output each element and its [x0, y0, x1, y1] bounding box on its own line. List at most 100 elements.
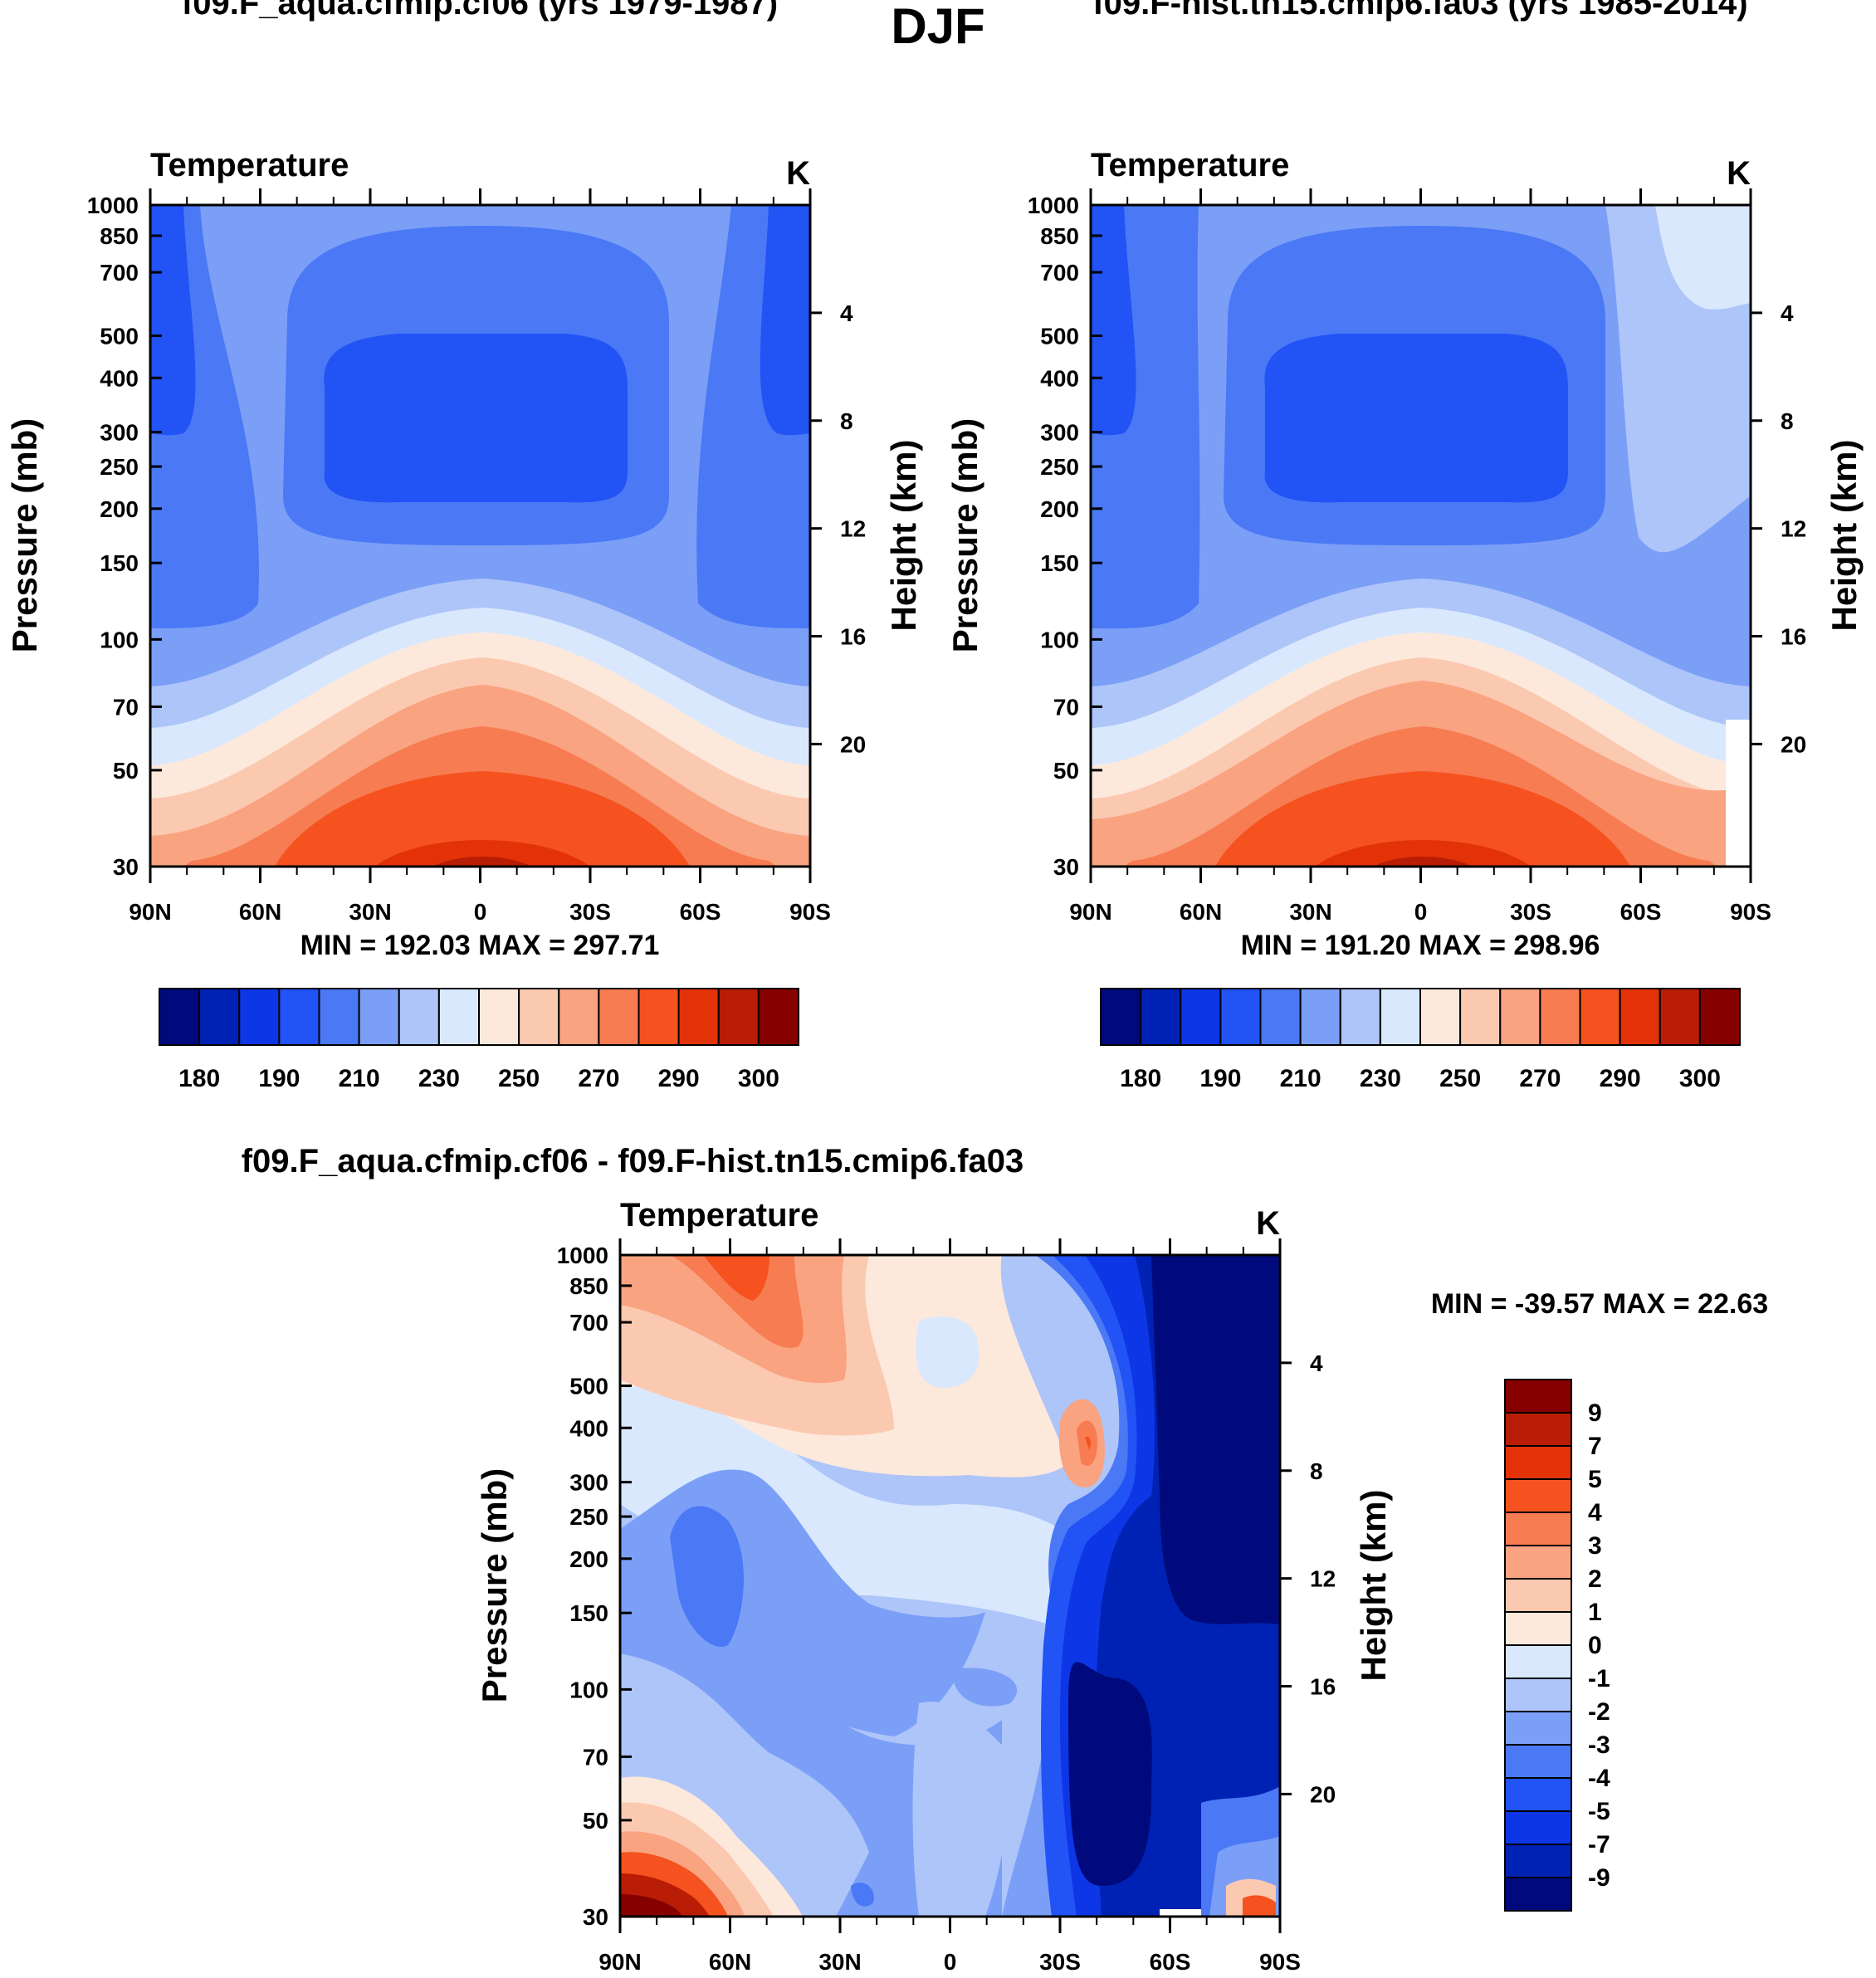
colorbar-swatch — [1504, 1611, 1572, 1646]
minmax-label: MIN = 192.03 MAX = 297.71 — [300, 930, 660, 961]
lat-tick-label: 90S — [1730, 899, 1771, 925]
lat-tick-label: 30S — [1039, 1949, 1081, 1975]
colorbar-label: -1 — [1588, 1665, 1610, 1692]
colorbar-label: -4 — [1588, 1765, 1610, 1792]
colorbar-top-right: 180 190 210 230 250 270 290 300 — [1100, 988, 1741, 1092]
lat-tick-label: 30S — [1510, 899, 1551, 925]
colorbar-swatch — [1299, 988, 1341, 1046]
pressure-tick-label: 400 — [100, 365, 139, 391]
contour-field — [620, 1255, 1280, 1917]
pressure-tick-label: 50 — [583, 1808, 608, 1834]
pressure-tick-label: 300 — [1040, 420, 1079, 446]
colorbar-swatch — [1140, 988, 1182, 1046]
colorbar-label: 3 — [1588, 1532, 1602, 1560]
colorbar-swatch — [358, 988, 400, 1046]
panel-bottom: Temperature K f09.F_aqua.cfmip.cf06 - f0… — [242, 1143, 1768, 1975]
height-tick-label: 4 — [1781, 300, 1794, 326]
pressure-tick-label: 700 — [569, 1310, 608, 1336]
colorbar-swatch — [1579, 988, 1621, 1046]
colorbar-label: 210 — [1280, 1065, 1322, 1092]
colorbar-bottom: 9 7 5 4 3 2 1 0 -1 -2 -3 -4 -5 -7 -9 — [1504, 1379, 1610, 1912]
lat-tick-label: 0 — [1414, 899, 1428, 925]
minmax-label: MIN = 191.20 MAX = 298.96 — [1241, 930, 1600, 961]
colorbar-label: -7 — [1588, 1831, 1610, 1858]
colorbar-swatch — [1659, 988, 1701, 1046]
colorbar-swatch — [1504, 1478, 1572, 1513]
height-tick-label: 8 — [840, 408, 853, 434]
pressure-tick-label: 100 — [569, 1677, 608, 1702]
lat-tick-label: 60N — [1180, 899, 1222, 925]
lat-tick-label: 30S — [569, 899, 611, 925]
minmax-label: MIN = -39.57 MAX = 22.63 — [1431, 1288, 1768, 1320]
pressure-tick-label: 70 — [583, 1744, 608, 1770]
units-label: K — [786, 155, 810, 192]
pressure-tick-label: 30 — [1053, 854, 1079, 880]
height-tick-label: 16 — [840, 624, 866, 650]
lat-tick-label: 90N — [1069, 899, 1111, 925]
pressure-tick-label: 400 — [569, 1415, 608, 1441]
pressure-tick-label: 200 — [1040, 496, 1079, 522]
colorbar-swatch — [1419, 988, 1462, 1046]
pressure-tick-label: 500 — [1040, 324, 1079, 349]
colorbar-swatch — [1504, 1711, 1572, 1746]
height-tick-label: 20 — [840, 731, 866, 757]
panel-title: f09.F_aqua.cfmip.cf06 (yrs 1979-1987) — [182, 0, 778, 22]
colorbar-swatch — [1504, 1578, 1572, 1613]
colorbar-swatch — [1259, 988, 1302, 1046]
colorbar-swatch — [159, 988, 201, 1046]
lat-tick-label: 60S — [1150, 1949, 1191, 1975]
colorbar-swatch — [278, 988, 320, 1046]
colorbar-swatch — [757, 988, 799, 1046]
contour-field — [1091, 205, 1751, 867]
y-axis-label: Pressure (mb) — [945, 418, 984, 652]
colorbar-swatch — [677, 988, 720, 1046]
colorbar-top-left: 180 190 210 230 250 270 290 300 — [159, 988, 799, 1092]
pressure-tick-label: 70 — [113, 694, 139, 720]
colorbar-label: 180 — [178, 1065, 220, 1092]
pressure-tick-label: 400 — [1040, 365, 1079, 391]
colorbar-label: 1 — [1588, 1599, 1602, 1626]
lat-tick-label: 90N — [129, 899, 171, 925]
colorbar-swatch — [1100, 988, 1142, 1046]
colorbar-swatch — [1504, 1445, 1572, 1480]
pressure-tick-label: 200 — [569, 1546, 608, 1572]
axes: 30 50 70 100 150 200 250 300 400 500 700 850 1000 20 1… — [557, 1238, 1336, 1975]
panel-title: f09.F_aqua.cfmip.cf06 - f09.F-hist.tn15.… — [242, 1143, 1024, 1179]
height-tick-label: 12 — [1310, 1566, 1336, 1592]
colorbar-swatch — [1504, 1877, 1572, 1912]
height-tick-label: 20 — [1310, 1781, 1336, 1807]
pressure-tick-label: 300 — [569, 1470, 608, 1496]
pressure-tick-label: 850 — [569, 1273, 608, 1299]
colorbar-label: 250 — [1439, 1065, 1481, 1092]
pressure-tick-label: 250 — [100, 454, 139, 480]
height-tick-label: 16 — [1781, 624, 1806, 650]
colorbar-label: 230 — [418, 1065, 460, 1092]
y-axis-label-right: Height (km) — [1825, 440, 1864, 632]
pressure-tick-label: 50 — [1053, 758, 1079, 784]
pressure-tick-label: 100 — [1040, 627, 1079, 652]
units-label: K — [1256, 1205, 1280, 1242]
pressure-tick-label: 250 — [569, 1504, 608, 1530]
y-axis-label-right: Height (km) — [1354, 1490, 1393, 1682]
colorbar-swatch — [638, 988, 680, 1046]
colorbar-swatch — [1504, 1744, 1572, 1779]
lat-tick-label: 0 — [474, 899, 487, 925]
variable-label: Temperature — [150, 147, 349, 183]
colorbar-label: 210 — [339, 1065, 380, 1092]
colorbar-swatch — [1504, 1512, 1572, 1546]
colorbar-swatch — [1504, 1379, 1572, 1414]
figure-title: DJF — [891, 0, 984, 54]
colorbar-swatch — [1379, 988, 1421, 1046]
lat-tick-label: 90S — [1259, 1949, 1301, 1975]
colorbar-swatch — [598, 988, 640, 1046]
colorbar-swatch — [558, 988, 600, 1046]
pressure-tick-label: 1000 — [87, 193, 139, 218]
height-tick-label: 20 — [1781, 731, 1806, 757]
pressure-tick-label: 30 — [113, 854, 139, 880]
pressure-tick-label: 300 — [100, 420, 139, 446]
colorbar-swatch — [1504, 1844, 1572, 1878]
colorbar-label: 9 — [1588, 1399, 1602, 1427]
lat-tick-label: 60N — [239, 899, 281, 925]
colorbar-swatch — [398, 988, 440, 1046]
panel-top-right: Temperature K f09.F-hist.tn15.cmip6.fa03… — [945, 0, 1864, 961]
